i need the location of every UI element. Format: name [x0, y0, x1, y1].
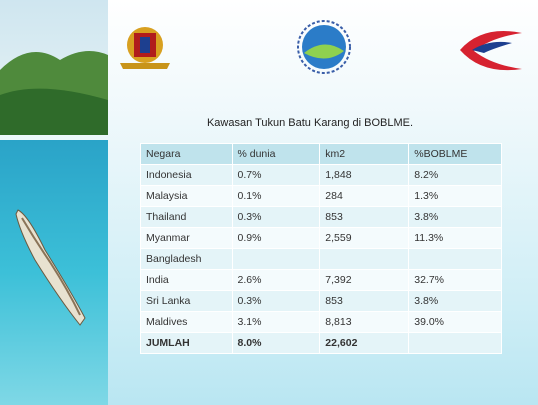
table-row: Bangladesh: [141, 249, 502, 270]
table-cell: %BOBLME: [409, 144, 502, 165]
table-cell: 3.8%: [409, 291, 502, 312]
table-cell: km2: [320, 144, 409, 165]
table-cell: 2,559: [320, 228, 409, 249]
table-cell: 2.6%: [232, 270, 320, 291]
table-cell: 853: [320, 291, 409, 312]
table-cell: 8.0%: [232, 333, 320, 354]
ministry-logo: [460, 31, 522, 70]
table-cell: [320, 249, 409, 270]
table-cell: [409, 249, 502, 270]
table-cell: Thailand: [141, 207, 233, 228]
table-cell: Maldives: [141, 312, 233, 333]
table-cell: Sri Lanka: [141, 291, 233, 312]
table-cell: 1,848: [320, 165, 409, 186]
table-cell: % dunia: [232, 144, 320, 165]
boblme-logo: [298, 21, 350, 73]
table-cell: 8,813: [320, 312, 409, 333]
table-cell: 3.8%: [409, 207, 502, 228]
table-cell: [232, 249, 320, 270]
table-cell: 22,602: [320, 333, 409, 354]
table-cell: 39.0%: [409, 312, 502, 333]
table-cell: 853: [320, 207, 409, 228]
side-photo: [0, 0, 108, 405]
table-cell: [409, 333, 502, 354]
logos: [112, 15, 532, 85]
slide-title: Kawasan Tukun Batu Karang di BOBLME.: [110, 117, 510, 129]
table-cell: 284: [320, 186, 409, 207]
table-cell: Malaysia: [141, 186, 233, 207]
table-cell: Bangladesh: [141, 249, 233, 270]
table-cell: Indonesia: [141, 165, 233, 186]
table-cell: India: [141, 270, 233, 291]
table-cell: 0.9%: [232, 228, 320, 249]
crest-logo: [120, 27, 170, 69]
table-cell: 8.2%: [409, 165, 502, 186]
table-cell: 0.3%: [232, 291, 320, 312]
table-cell: 7,392: [320, 270, 409, 291]
table-cell: Negara: [141, 144, 233, 165]
table-cell: Myanmar: [141, 228, 233, 249]
table-cell: 0.3%: [232, 207, 320, 228]
table-cell: 3.1%: [232, 312, 320, 333]
table-cell: 0.7%: [232, 165, 320, 186]
table-cell: 0.1%: [232, 186, 320, 207]
table-cell: 1.3%: [409, 186, 502, 207]
table-cell: 11.3%: [409, 228, 502, 249]
table-cell: JUMLAH: [141, 333, 233, 354]
table-cell: 32.7%: [409, 270, 502, 291]
slide: Kawasan Tukun Batu Karang di BOBLME. Neg…: [0, 0, 538, 405]
